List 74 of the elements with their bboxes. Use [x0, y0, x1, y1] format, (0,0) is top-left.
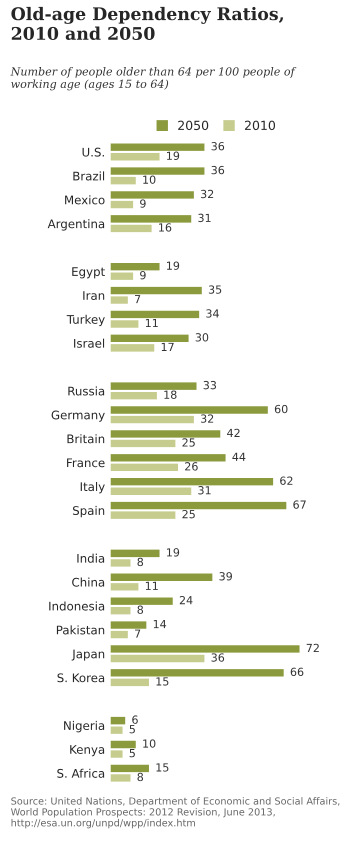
data-label: 35 — [208, 285, 222, 294]
y-tick-label: India — [77, 554, 104, 563]
data-label: 15 — [156, 677, 168, 686]
data-label: 42 — [227, 428, 240, 437]
y-tick-label: Germany — [52, 410, 105, 422]
y-tick-label: Russia — [68, 386, 104, 396]
data-label: 11 — [146, 582, 158, 590]
data-label: 9 — [140, 271, 146, 280]
data-label: 8 — [137, 772, 144, 782]
data-label: 19 — [167, 261, 180, 270]
y-tick-label: Israel — [74, 338, 104, 348]
y-tick-label: S. Africa — [57, 768, 104, 778]
data-label: 25 — [182, 510, 195, 518]
y-tick-label: Egypt — [72, 267, 105, 278]
data-label: 5 — [130, 725, 135, 734]
data-label: 32 — [200, 190, 214, 198]
y-tick-label: Britain — [67, 434, 104, 444]
y-tick-label: S. Korea — [58, 673, 104, 682]
data-label: 7 — [135, 630, 140, 638]
data-label: 39 — [219, 572, 232, 580]
data-label: 44 — [232, 452, 246, 461]
data-label: 19 — [167, 548, 180, 557]
y-tick-label: Spain — [72, 506, 104, 518]
data-label: 24 — [180, 596, 193, 604]
y-tick-label: Turkey — [66, 314, 105, 326]
data-label: 31 — [198, 486, 211, 494]
data-label: 16 — [159, 223, 172, 232]
data-label: 15 — [156, 763, 168, 772]
legend-label: 2010 — [244, 120, 276, 130]
data-label: 10 — [143, 739, 156, 748]
legend-label: 2050 — [178, 120, 208, 130]
y-tick-label: Italy — [80, 482, 105, 494]
data-label: 17 — [162, 342, 174, 351]
data-label: 6 — [132, 715, 138, 724]
data-label: 26 — [185, 462, 198, 471]
data-label: 8 — [137, 606, 144, 614]
data-label: 5 — [130, 749, 135, 758]
y-tick-label: Iran — [83, 291, 104, 300]
data-label: 60 — [274, 404, 288, 414]
data-label: 66 — [290, 668, 304, 676]
data-label: 32 — [200, 414, 214, 423]
data-label: 72 — [306, 644, 319, 652]
source-note: Source: United Nations, Department of Economic and Social Affairs, World Population Prospects: 2012 Revision, June 2013, http://esa.un.org/unpd/wpp/index.htm — [10, 797, 340, 828]
data-label: 8 — [137, 558, 144, 566]
data-label: 19 — [167, 152, 180, 160]
data-label: 10 — [143, 175, 156, 184]
data-label: 34 — [206, 309, 219, 318]
y-tick-label: France — [67, 458, 105, 468]
data-label: 18 — [164, 390, 177, 399]
data-label: 62 — [280, 476, 292, 485]
y-tick-label: Brazil — [73, 171, 104, 181]
data-label: 14 — [154, 620, 166, 628]
y-tick-label: Kenya — [70, 745, 104, 756]
data-label: 25 — [182, 438, 195, 447]
y-tick-label: Nigeria — [64, 720, 104, 732]
data-label: 67 — [293, 500, 306, 509]
y-tick-label: Pakistan — [56, 625, 104, 634]
y-tick-label: Argentina — [48, 219, 104, 231]
data-label: 36 — [212, 142, 224, 150]
chart-subtitle: Number of people older than 64 per 100 people of working age (ages 15 to 64) — [10, 67, 296, 90]
y-tick-label: Mexico — [65, 195, 105, 204]
data-label: 9 — [140, 199, 146, 208]
y-tick-label: U.S. — [82, 148, 104, 157]
chart-title: Old-age Dependency Ratios, 2010 and 2050 — [11, 6, 283, 40]
data-label: 7 — [135, 295, 140, 304]
data-label: 11 — [146, 318, 158, 328]
data-label: 36 — [212, 166, 224, 174]
data-label: 33 — [204, 380, 216, 390]
y-tick-label: Japan — [72, 650, 104, 661]
y-tick-label: Indonesia — [49, 601, 104, 611]
data-label: 36 — [212, 653, 224, 662]
data-label: 30 — [196, 333, 208, 342]
data-label: 31 — [198, 214, 211, 222]
y-tick-label: China — [72, 578, 104, 587]
